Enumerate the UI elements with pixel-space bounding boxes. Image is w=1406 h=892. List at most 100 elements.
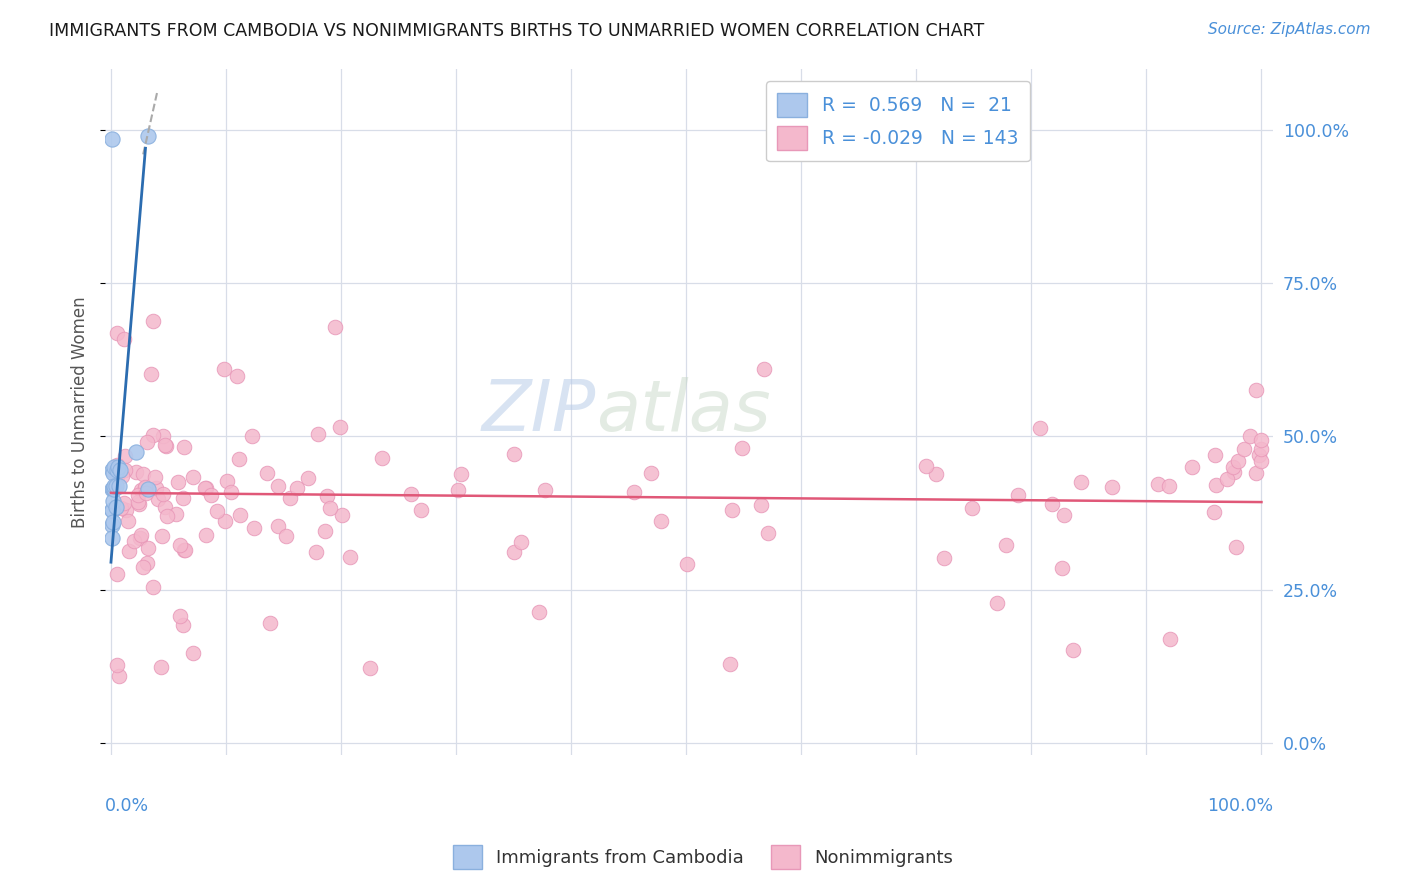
Point — [194, 481, 217, 495]
Point — [165, 507, 187, 521]
Point — [307, 426, 329, 441]
Point — [319, 501, 342, 516]
Point — [650, 515, 672, 529]
Point — [316, 489, 339, 503]
Point — [145, 481, 167, 495]
Point — [1205, 477, 1227, 491]
Point — [132, 467, 155, 482]
Point — [136, 556, 159, 570]
Point — [502, 545, 524, 559]
Point — [1159, 478, 1181, 492]
Point — [1249, 448, 1271, 462]
Point — [142, 428, 165, 442]
Text: atlas: atlas — [596, 377, 770, 446]
Point — [274, 529, 297, 543]
Point — [240, 429, 263, 443]
Point — [122, 534, 145, 549]
Point — [118, 544, 141, 558]
Point — [994, 538, 1017, 552]
Point — [103, 516, 125, 530]
Point — [104, 500, 127, 514]
Point — [146, 491, 169, 506]
Point — [200, 488, 222, 502]
Point — [1052, 561, 1074, 575]
Point — [105, 469, 128, 483]
Point — [1250, 454, 1272, 468]
Legend: Immigrants from Cambodia, Nonimmigrants: Immigrants from Cambodia, Nonimmigrants — [446, 838, 960, 876]
Point — [228, 451, 250, 466]
Point — [720, 503, 742, 517]
Point — [172, 618, 194, 632]
Point — [105, 464, 128, 478]
Point — [112, 495, 135, 509]
Point — [756, 526, 779, 541]
Point — [100, 518, 122, 533]
Point — [1147, 476, 1170, 491]
Point — [371, 450, 394, 465]
Point — [278, 491, 301, 505]
Point — [359, 660, 381, 674]
Point — [1204, 448, 1226, 462]
Point — [135, 486, 157, 500]
Point — [117, 514, 139, 528]
Point — [128, 497, 150, 511]
Point — [136, 128, 159, 143]
Point — [1250, 433, 1272, 447]
Point — [173, 543, 195, 558]
Point — [166, 475, 188, 489]
Point — [155, 440, 177, 454]
Point — [173, 542, 195, 557]
Point — [676, 557, 699, 571]
Point — [127, 488, 149, 502]
Point — [108, 463, 131, 477]
Point — [534, 483, 557, 498]
Point — [103, 460, 125, 475]
Point — [103, 478, 125, 492]
Point — [152, 487, 174, 501]
Point — [731, 441, 754, 455]
Point — [305, 545, 328, 559]
Text: 0.0%: 0.0% — [105, 797, 149, 814]
Point — [103, 482, 125, 496]
Point — [267, 479, 290, 493]
Point — [169, 538, 191, 552]
Point — [101, 463, 124, 477]
Point — [226, 368, 249, 383]
Point — [212, 361, 235, 376]
Point — [229, 508, 252, 523]
Point — [1223, 466, 1246, 480]
Point — [215, 475, 238, 489]
Point — [115, 502, 138, 516]
Point — [110, 500, 132, 515]
Point — [104, 478, 127, 492]
Point — [1159, 632, 1181, 646]
Point — [136, 482, 159, 496]
Point — [105, 326, 128, 340]
Point — [267, 519, 290, 533]
Point — [152, 429, 174, 443]
Point — [915, 459, 938, 474]
Point — [136, 434, 159, 449]
Point — [101, 482, 124, 496]
Point — [181, 470, 204, 484]
Point — [1244, 384, 1267, 398]
Point — [1062, 643, 1084, 657]
Point — [101, 503, 124, 517]
Point — [718, 657, 741, 672]
Point — [986, 596, 1008, 610]
Point — [129, 528, 152, 542]
Point — [139, 367, 162, 381]
Point — [125, 465, 148, 479]
Point — [925, 467, 948, 481]
Point — [169, 608, 191, 623]
Point — [125, 444, 148, 458]
Legend: R =  0.569   N =  21, R = -0.029   N = 143: R = 0.569 N = 21, R = -0.029 N = 143 — [766, 81, 1031, 161]
Point — [105, 566, 128, 581]
Point — [143, 470, 166, 484]
Point — [1222, 460, 1244, 475]
Point — [1070, 475, 1092, 490]
Point — [214, 514, 236, 528]
Point — [181, 647, 204, 661]
Point — [1216, 472, 1239, 486]
Point — [1040, 497, 1063, 511]
